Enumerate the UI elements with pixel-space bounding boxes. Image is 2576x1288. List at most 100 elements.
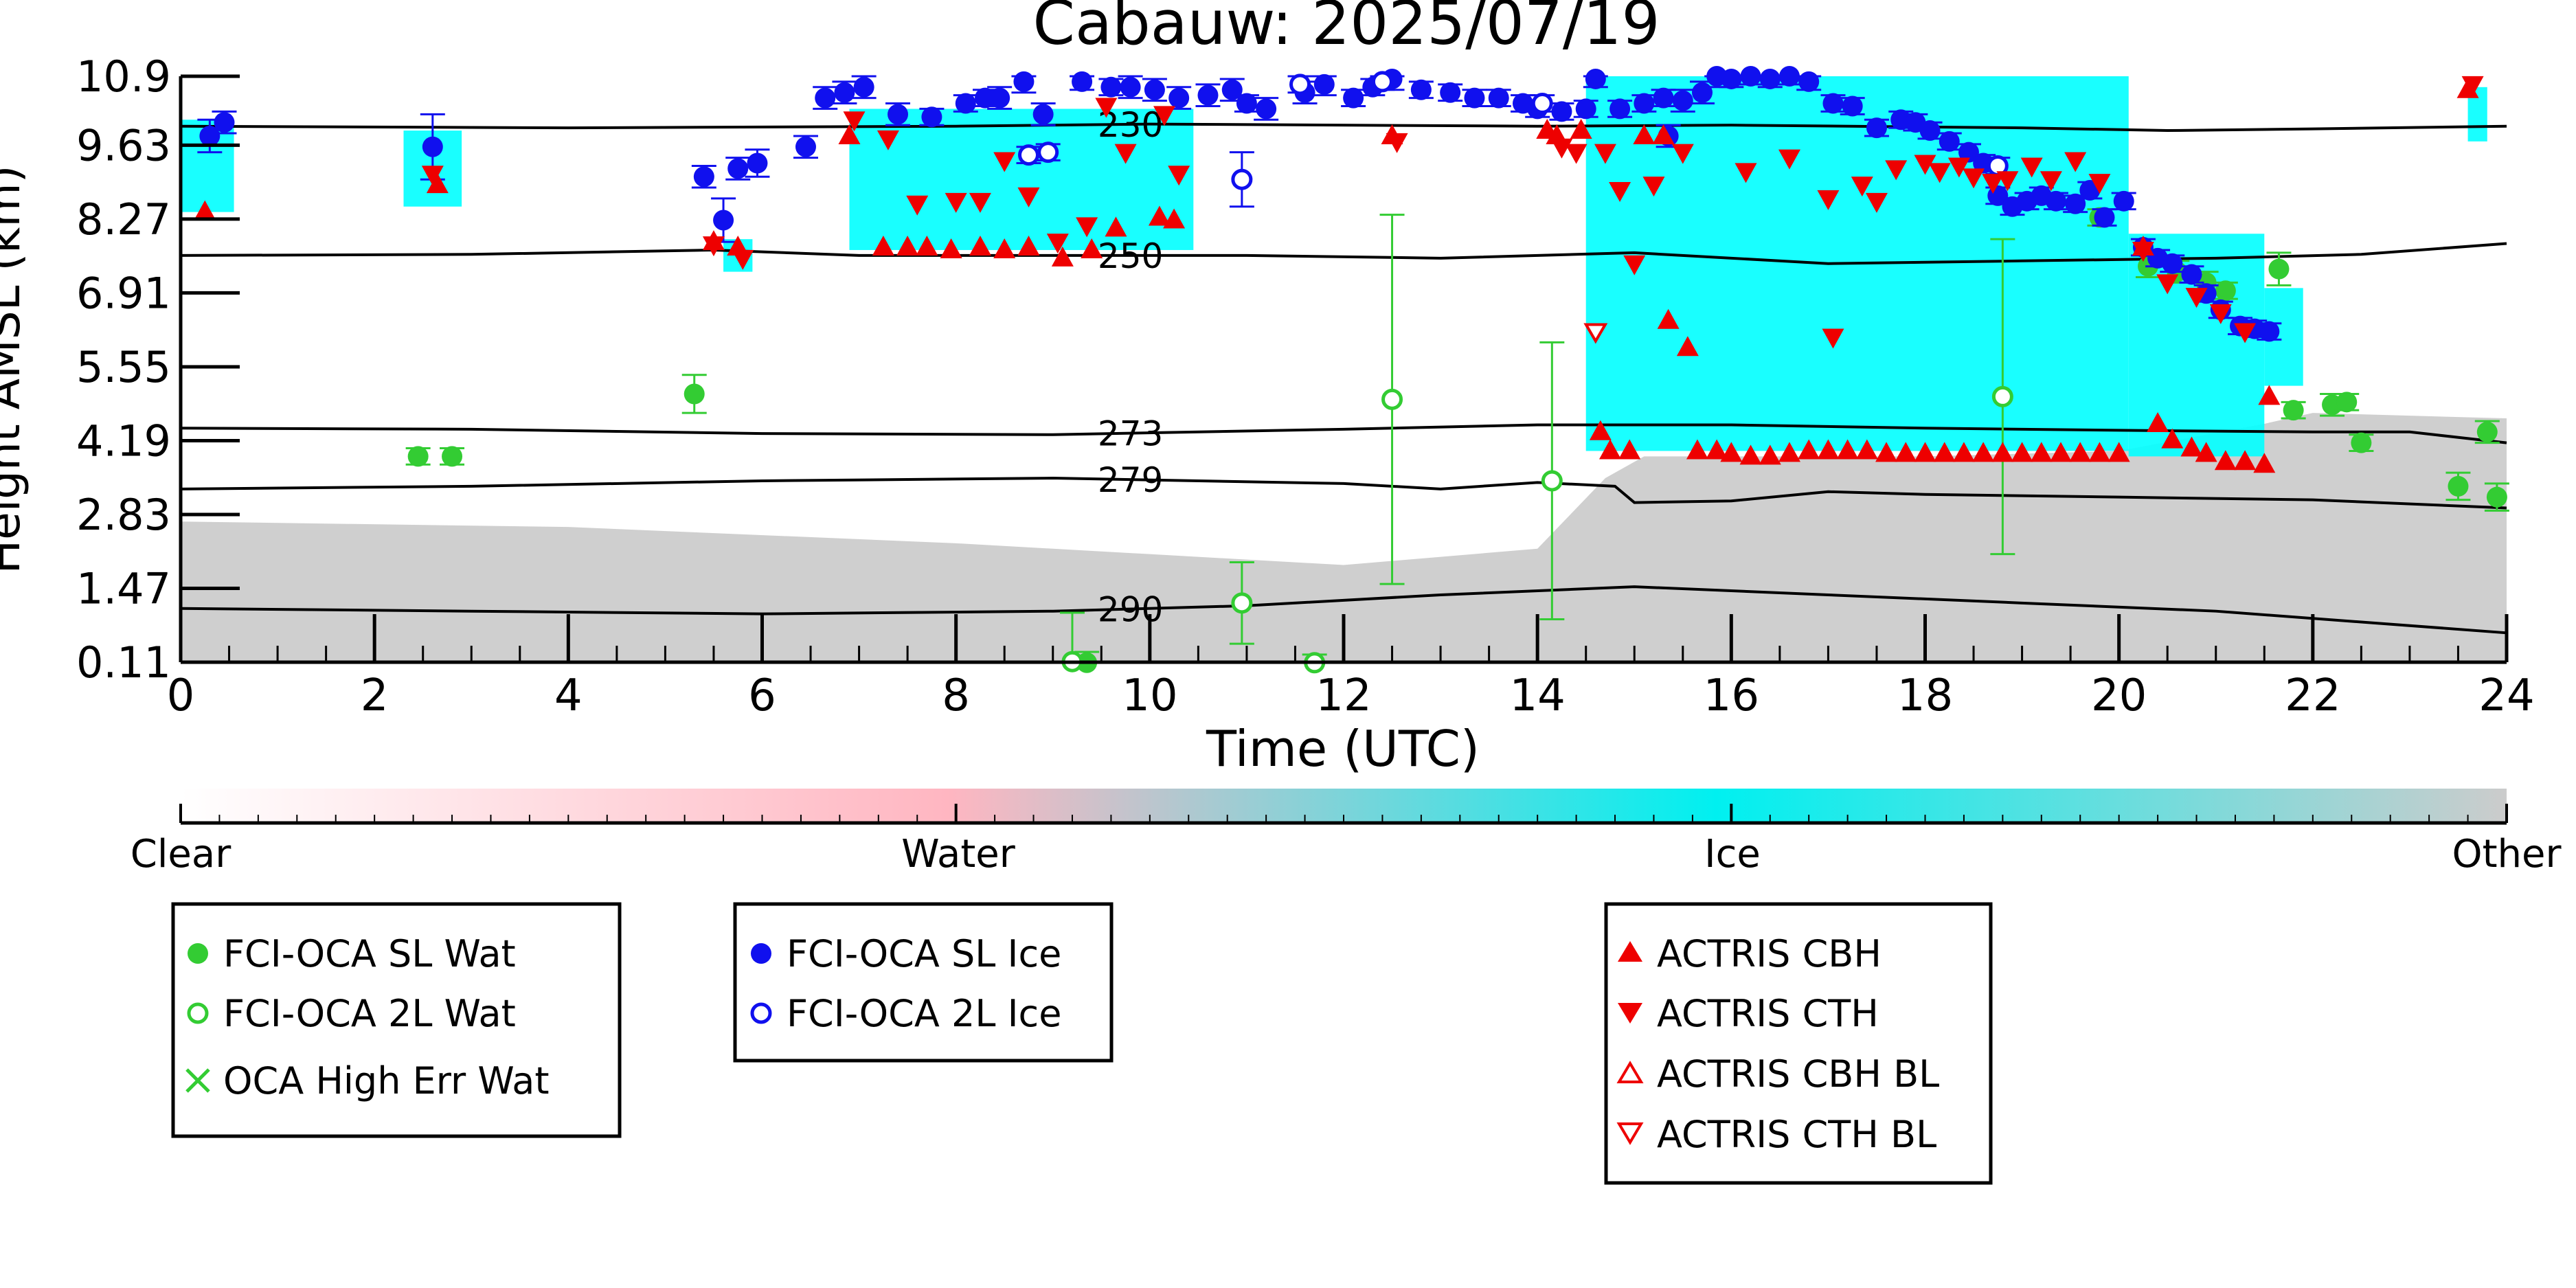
- data-point: [969, 192, 991, 213]
- data-point: [1163, 208, 1186, 229]
- data-point: [1488, 87, 1509, 109]
- legend-actris: ACTRIS CBH ACTRIS CTH ACTRIS CBH BL ACTR…: [1604, 902, 1993, 1185]
- data-point: [1609, 98, 1631, 120]
- x-tick-label: 20: [2091, 670, 2147, 721]
- data-point: [969, 236, 991, 256]
- data-point: [1778, 442, 1800, 462]
- data-point: [702, 236, 725, 257]
- data-point: [1531, 93, 1553, 115]
- legend-marker-cbh-bl: [1616, 1061, 1644, 1083]
- x-tick-label: 12: [1315, 670, 1371, 721]
- data-point: [1440, 82, 1461, 103]
- colorbar-label-clear: Clear: [131, 832, 231, 877]
- data-point: [2258, 385, 2281, 405]
- data-point: [989, 87, 1010, 109]
- y-tick-label: 10.9: [76, 52, 171, 102]
- data-point: [974, 87, 995, 109]
- data-point: [1153, 106, 1175, 126]
- data-point: [1822, 328, 1844, 349]
- legend-label-high-err-wat: OCA High Err Wat: [223, 1059, 550, 1103]
- data-point: [1865, 192, 1888, 213]
- data-point: [1551, 101, 1572, 122]
- y-tick-label: 2.83: [76, 490, 171, 540]
- x-tick-label: 8: [942, 670, 970, 721]
- plot-area: [181, 76, 2507, 662]
- data-point: [1343, 87, 1364, 109]
- data-point: [1168, 166, 1190, 186]
- data-point: [426, 173, 449, 194]
- data-point: [2094, 207, 2115, 228]
- legend-marker-high-err-wat: [185, 1068, 210, 1093]
- x-tick-label: 2: [361, 670, 389, 721]
- data-point: [2283, 400, 2304, 421]
- data-point: [1313, 74, 1335, 95]
- data-point: [407, 446, 429, 467]
- y-tick-label: 4.19: [76, 416, 171, 466]
- data-point: [1148, 205, 1171, 226]
- data-point: [2161, 428, 2184, 449]
- legend-marker-cth-bl: [1616, 1122, 1644, 1145]
- data-point: [1778, 149, 1800, 170]
- data-point: [1598, 439, 1621, 460]
- data-point: [1144, 79, 1165, 100]
- data-point: [1051, 246, 1074, 267]
- data-point: [888, 104, 909, 125]
- data-point: [1231, 592, 1253, 614]
- data-point: [2069, 442, 2092, 462]
- data-point: [1464, 87, 1485, 109]
- data-point: [2268, 258, 2290, 280]
- data-point: [1759, 68, 1781, 89]
- colorbar-label-ice: Ice: [1704, 832, 1761, 877]
- data-point: [1081, 238, 1103, 258]
- data-point: [1740, 66, 1761, 87]
- legend-marker-sl-ice: [751, 943, 771, 964]
- legend-label-sl-wat: FCI-OCA SL Wat: [223, 932, 516, 975]
- data-point: [1778, 66, 1800, 87]
- data-point: [1017, 236, 1040, 256]
- data-point: [1197, 84, 1219, 106]
- data-point: [1972, 442, 1995, 462]
- data-point: [2351, 432, 2372, 453]
- x-axis-label: Time (UTC): [1206, 720, 1480, 778]
- data-point: [1996, 171, 2019, 192]
- data-point: [1575, 98, 1596, 120]
- data-point: [2476, 421, 2498, 442]
- data-point: [1692, 82, 1713, 103]
- isotherm-label-273: 273: [1098, 414, 1163, 454]
- data-point: [1114, 144, 1137, 164]
- series-fci-oca-2l-wat: [1059, 214, 2015, 674]
- data-point: [1410, 79, 1432, 100]
- data-point: [1046, 234, 1069, 254]
- data-point: [2020, 157, 2043, 178]
- data-point: [2030, 442, 2053, 462]
- data-point: [993, 152, 1016, 172]
- data-point: [2147, 411, 2169, 432]
- data-point: [853, 76, 874, 98]
- data-point: [1381, 388, 1403, 410]
- y-axis-label: Height AMSL (km): [0, 166, 30, 574]
- data-point: [732, 249, 754, 270]
- data-point: [1541, 470, 1563, 492]
- data-point: [1836, 439, 1859, 460]
- data-point: [1550, 138, 1573, 159]
- data-point: [2486, 486, 2507, 508]
- data-point: [1958, 142, 1979, 163]
- data-point: [1798, 71, 1820, 92]
- data-point: [1991, 442, 2014, 462]
- chart-title: Cabauw: 2025/07/19: [1033, 0, 1660, 58]
- data-point: [1672, 90, 1693, 111]
- data-point: [1875, 442, 1898, 462]
- x-tick-label: 6: [748, 670, 776, 721]
- data-point: [2234, 323, 2257, 343]
- data-point: [1933, 442, 1956, 462]
- legend-box-water: [171, 902, 622, 1138]
- data-point: [2011, 442, 2033, 462]
- isotherm-279: [180, 477, 2507, 510]
- data-point: [1168, 87, 1190, 109]
- data-point: [1963, 168, 1985, 189]
- isotherm-230: [180, 122, 2507, 133]
- data-point: [2064, 152, 2087, 172]
- data-point: [1256, 98, 1277, 120]
- data-point: [1798, 439, 1820, 460]
